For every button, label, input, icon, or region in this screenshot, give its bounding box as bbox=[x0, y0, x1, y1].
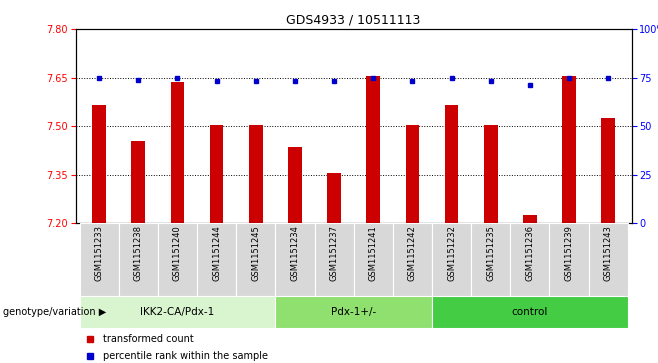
Bar bbox=[511, 223, 549, 296]
Text: GSM1151233: GSM1151233 bbox=[95, 225, 104, 281]
Bar bbox=[92, 105, 106, 223]
Text: GSM1151238: GSM1151238 bbox=[134, 225, 143, 281]
Bar bbox=[288, 147, 302, 223]
Text: GSM1151234: GSM1151234 bbox=[290, 225, 299, 281]
Bar bbox=[210, 125, 224, 223]
Bar bbox=[275, 296, 432, 328]
Text: GSM1151237: GSM1151237 bbox=[330, 225, 339, 281]
Text: percentile rank within the sample: percentile rank within the sample bbox=[103, 351, 268, 361]
Bar bbox=[549, 223, 589, 296]
Bar bbox=[327, 173, 341, 223]
Bar bbox=[80, 296, 275, 328]
Bar bbox=[432, 223, 471, 296]
Text: GSM1151239: GSM1151239 bbox=[565, 225, 574, 281]
Bar bbox=[367, 76, 380, 223]
Text: GSM1151240: GSM1151240 bbox=[173, 225, 182, 281]
Text: Pdx-1+/-: Pdx-1+/- bbox=[331, 307, 376, 317]
Bar bbox=[170, 82, 184, 223]
Bar bbox=[432, 296, 628, 328]
Bar bbox=[275, 223, 315, 296]
Text: GSM1151241: GSM1151241 bbox=[368, 225, 378, 281]
Bar bbox=[249, 125, 263, 223]
Bar bbox=[393, 223, 432, 296]
Bar bbox=[132, 141, 145, 223]
Bar bbox=[471, 223, 511, 296]
Bar bbox=[562, 76, 576, 223]
Bar bbox=[445, 105, 459, 223]
Bar bbox=[601, 118, 615, 223]
Bar bbox=[315, 223, 354, 296]
Bar bbox=[589, 223, 628, 296]
Bar bbox=[523, 215, 537, 223]
Text: control: control bbox=[512, 307, 548, 317]
Text: GSM1151244: GSM1151244 bbox=[212, 225, 221, 281]
Text: genotype/variation ▶: genotype/variation ▶ bbox=[3, 307, 107, 317]
Bar bbox=[484, 125, 497, 223]
Title: GDS4933 / 10511113: GDS4933 / 10511113 bbox=[286, 13, 421, 26]
Bar bbox=[405, 126, 419, 223]
Text: GSM1151242: GSM1151242 bbox=[408, 225, 417, 281]
Bar bbox=[197, 223, 236, 296]
Text: GSM1151235: GSM1151235 bbox=[486, 225, 495, 281]
Text: transformed count: transformed count bbox=[103, 334, 194, 344]
Bar bbox=[354, 223, 393, 296]
Text: GSM1151236: GSM1151236 bbox=[525, 225, 534, 281]
Text: IKK2-CA/Pdx-1: IKK2-CA/Pdx-1 bbox=[140, 307, 215, 317]
Bar bbox=[118, 223, 158, 296]
Bar bbox=[80, 223, 118, 296]
Text: GSM1151243: GSM1151243 bbox=[603, 225, 613, 281]
Bar bbox=[158, 223, 197, 296]
Text: GSM1151245: GSM1151245 bbox=[251, 225, 261, 281]
Text: GSM1151232: GSM1151232 bbox=[447, 225, 456, 281]
Bar bbox=[236, 223, 275, 296]
